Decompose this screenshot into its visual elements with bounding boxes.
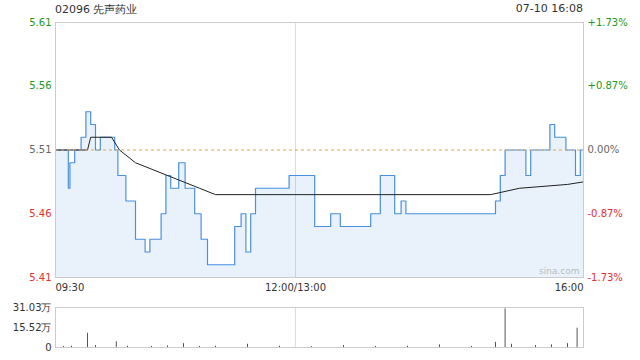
svg-text:sina.com: sina.com bbox=[539, 266, 580, 276]
svg-text:5.56: 5.56 bbox=[29, 80, 51, 91]
svg-text:16:00: 16:00 bbox=[555, 282, 584, 293]
svg-text:-1.73%: -1.73% bbox=[588, 272, 623, 283]
svg-text:12:00/13:00: 12:00/13:00 bbox=[265, 282, 326, 293]
html-text:07-10 16:08: 07-10 16:08 bbox=[515, 2, 583, 15]
svg-text:5.51: 5.51 bbox=[29, 144, 51, 155]
svg-text:-0.87%: -0.87% bbox=[588, 208, 623, 219]
svg-text:5.46: 5.46 bbox=[29, 208, 51, 219]
html-text:02096 先声药业: 02096 先声药业 bbox=[55, 3, 138, 16]
svg-text:5.41: 5.41 bbox=[29, 272, 51, 283]
svg-text:+0.87%: +0.87% bbox=[588, 80, 628, 91]
svg-text:09:30: 09:30 bbox=[56, 282, 85, 293]
svg-text:+1.73%: +1.73% bbox=[588, 17, 628, 28]
svg-text:15.52万: 15.52万 bbox=[13, 322, 52, 333]
svg-text:31.03万: 31.03万 bbox=[13, 302, 52, 313]
svg-text:0: 0 bbox=[45, 342, 51, 353]
svg-text:0.00%: 0.00% bbox=[588, 144, 620, 155]
svg-text:5.61: 5.61 bbox=[29, 17, 51, 28]
